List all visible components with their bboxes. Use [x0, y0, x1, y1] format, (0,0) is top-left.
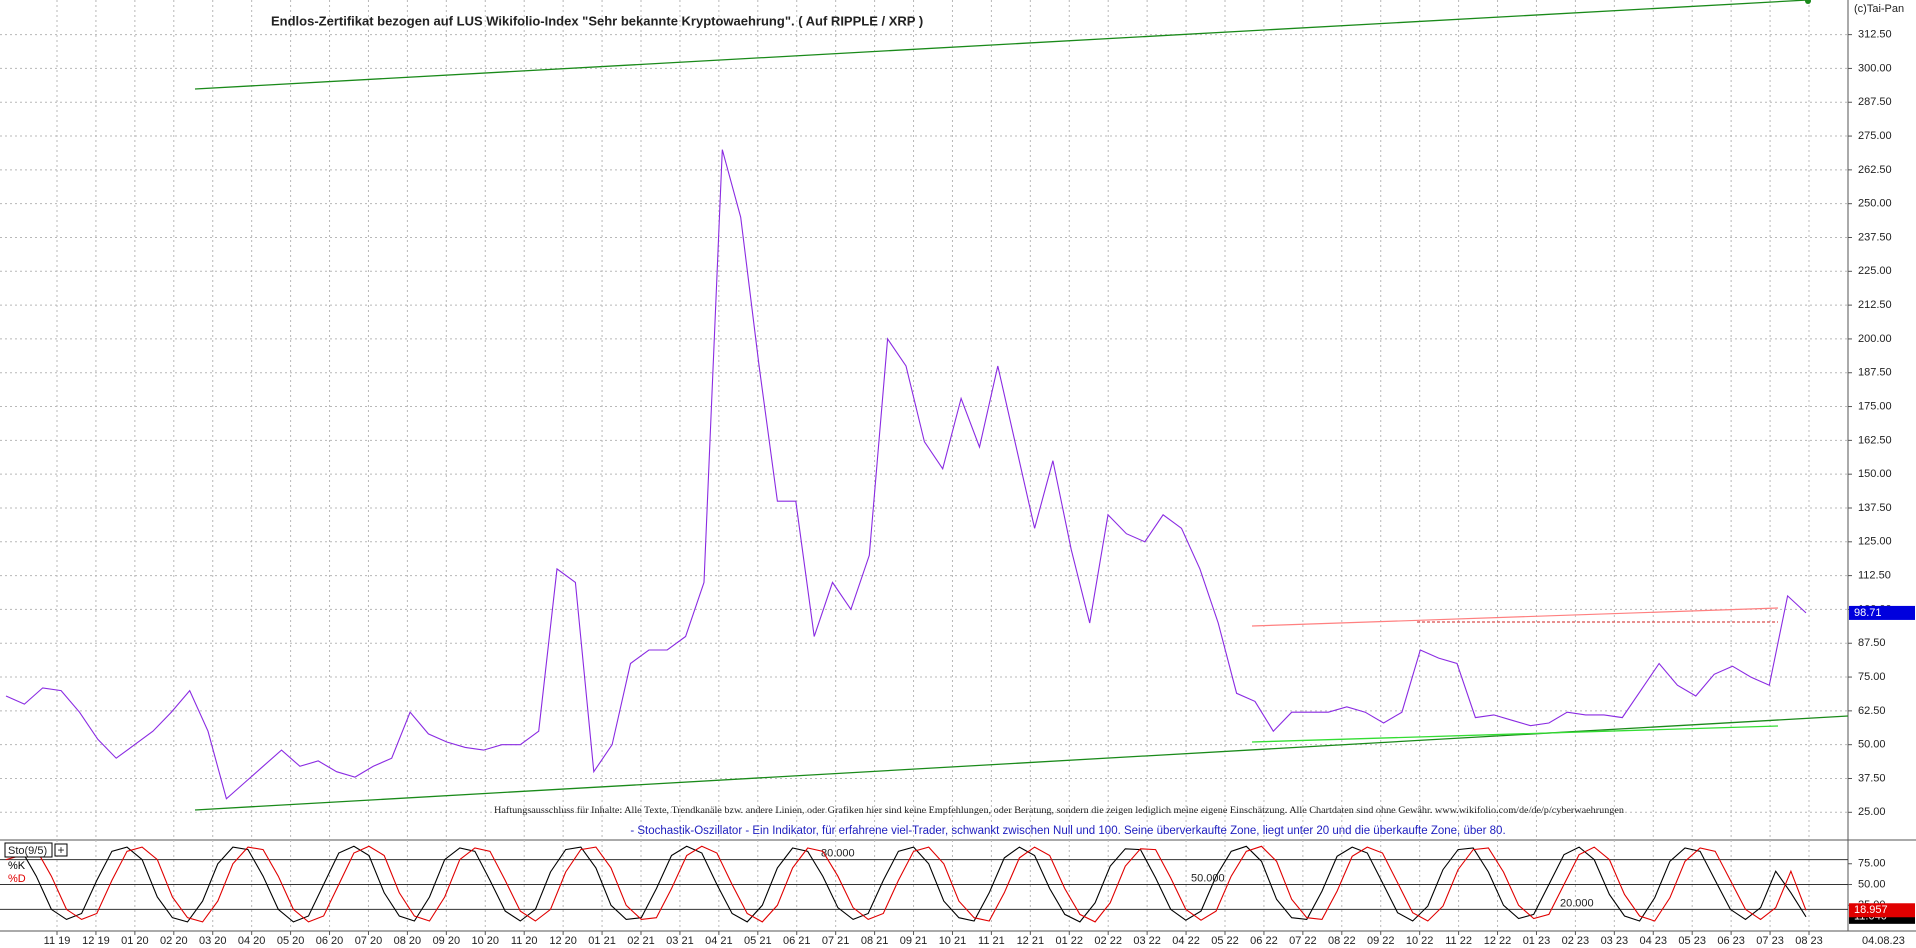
x-tick-label: 12 22 — [1484, 935, 1512, 947]
last-value-label: 98.71 — [1854, 607, 1882, 619]
x-tick-label: 06 20 — [316, 935, 344, 947]
trend-anchor — [1805, 0, 1811, 4]
x-tick-label: 09 21 — [900, 935, 928, 947]
indicator-description: - Stochastik-Oszillator - Ein Indikator,… — [630, 825, 1505, 837]
x-tick-label: 11 21 — [978, 935, 1005, 947]
y-tick-label: 137.50 — [1858, 502, 1892, 514]
legend-entry: %D — [8, 873, 26, 885]
trend-line-upper — [194, 0, 1809, 90]
x-tick-label: 07 20 — [355, 935, 383, 947]
y-tick-label: 125.00 — [1858, 536, 1892, 548]
y-tick-label: 25.00 — [1858, 806, 1886, 818]
y-tick-label: 312.50 — [1858, 29, 1892, 41]
last-value-label-bg — [1849, 605, 1915, 620]
resistance-line — [1251, 607, 1779, 627]
x-tick-label: 10 20 — [472, 935, 500, 947]
y-tick-label: 162.50 — [1858, 434, 1892, 446]
level-label: 20.000 — [1560, 897, 1594, 909]
x-tick-label: 03 22 — [1133, 935, 1161, 947]
y-tick-label: 262.50 — [1858, 164, 1892, 176]
series-line — [5, 845, 1807, 923]
watermark: (c)Tai-Pan — [1854, 3, 1904, 15]
y-tick-label: 50.00 — [1858, 739, 1886, 751]
y-tick-label: 175.00 — [1858, 400, 1892, 412]
indicator-label: Sto(9/5) — [8, 845, 47, 857]
y-tick-label: 112.50 — [1858, 570, 1891, 582]
x-tick-label: 12 20 — [549, 935, 577, 947]
x-tick-label: 10 22 — [1406, 935, 1434, 947]
indicator-box — [4, 842, 53, 858]
x-tick-label: 06 21 — [783, 935, 811, 947]
x-tick-label: 08 20 — [394, 935, 422, 947]
series-line — [5, 845, 1807, 923]
last-date: 04.08.23 — [1862, 935, 1905, 947]
legend-entry: %K — [8, 860, 26, 872]
level-label: 50.000 — [1191, 872, 1225, 884]
x-tick-label: 02 23 — [1562, 935, 1590, 947]
x-tick-label: 05 22 — [1211, 935, 1239, 947]
x-tick-label: 06 23 — [1717, 935, 1745, 947]
x-tick-label: 01 20 — [121, 935, 149, 947]
x-tick-label: 03 23 — [1601, 935, 1629, 947]
y-tick-label: 75.00 — [1858, 671, 1886, 683]
x-tick-label: 04 22 — [1172, 935, 1200, 947]
x-tick-label: 12 21 — [1017, 935, 1045, 947]
y-tick-label: 287.50 — [1858, 96, 1892, 108]
y-tick-label: 237.50 — [1858, 231, 1892, 243]
end-value-label-bg — [1849, 903, 1915, 918]
x-tick-label: 12 19 — [82, 935, 110, 947]
x-tick-label: 08 21 — [861, 935, 889, 947]
y-tick-label: 75.00 — [1858, 858, 1886, 870]
x-tick-label: 04 23 — [1640, 935, 1668, 947]
y-tick-label: 187.50 — [1858, 367, 1892, 379]
x-tick-label: 05 20 — [277, 935, 305, 947]
x-tick-label: 03 21 — [666, 935, 694, 947]
y-tick-label: 62.50 — [1858, 705, 1886, 717]
expand-icon[interactable]: + — [57, 843, 64, 857]
x-tick-label: 07 23 — [1756, 935, 1784, 947]
x-tick-label: 03 20 — [199, 935, 227, 947]
x-tick-label: 06 22 — [1250, 935, 1278, 947]
x-tick-label: 02 22 — [1094, 935, 1122, 947]
x-tick-label: 01 23 — [1523, 935, 1551, 947]
x-tick-label: 05 23 — [1678, 935, 1706, 947]
expand-button[interactable] — [54, 843, 68, 857]
end-value-label: 18.957 — [1854, 904, 1888, 916]
y-tick-label: 87.50 — [1858, 637, 1886, 649]
x-tick-label: 01 21 — [588, 935, 616, 947]
x-tick-label: 02 21 — [627, 935, 655, 947]
y-tick-label: 300.00 — [1858, 62, 1892, 74]
x-tick-label: 11 20 — [511, 935, 538, 947]
y-tick-label: 150.00 — [1858, 468, 1892, 480]
x-tick-label: 04 21 — [705, 935, 733, 947]
y-tick-label: 250.00 — [1858, 198, 1892, 210]
x-tick-label: 11 19 — [44, 935, 71, 947]
footnote: Haftungsausschluss für Inhalte: Alle Tex… — [494, 805, 1625, 815]
support-line — [1251, 725, 1779, 743]
x-tick-label: 09 20 — [433, 935, 461, 947]
y-tick-label: 50.00 — [1858, 878, 1886, 890]
y-tick-label: 275.00 — [1858, 130, 1892, 142]
chart-title: Endlos-Zertifikat bezogen auf LUS Wikifo… — [271, 13, 923, 28]
x-tick-label: 02 20 — [160, 935, 188, 947]
x-tick-label: 04 20 — [238, 935, 266, 947]
x-tick-label: 08 22 — [1328, 935, 1356, 947]
y-tick-label: 37.50 — [1858, 772, 1886, 784]
x-tick-label: 05 21 — [744, 935, 772, 947]
y-tick-label: 225.00 — [1858, 265, 1892, 277]
x-tick-label: 07 21 — [822, 935, 850, 947]
x-tick-label: 09 22 — [1367, 935, 1395, 947]
series-line — [5, 149, 1807, 800]
x-tick-label: 07 22 — [1289, 935, 1317, 947]
x-tick-label: 08 23 — [1795, 935, 1823, 947]
y-tick-label: 200.00 — [1858, 333, 1892, 345]
x-tick-label: 10 21 — [939, 935, 967, 947]
y-tick-label: 212.50 — [1858, 299, 1892, 311]
x-tick-label: 01 22 — [1056, 935, 1084, 947]
level-label: 80.000 — [821, 848, 855, 860]
x-tick-label: 11 22 — [1445, 935, 1472, 947]
